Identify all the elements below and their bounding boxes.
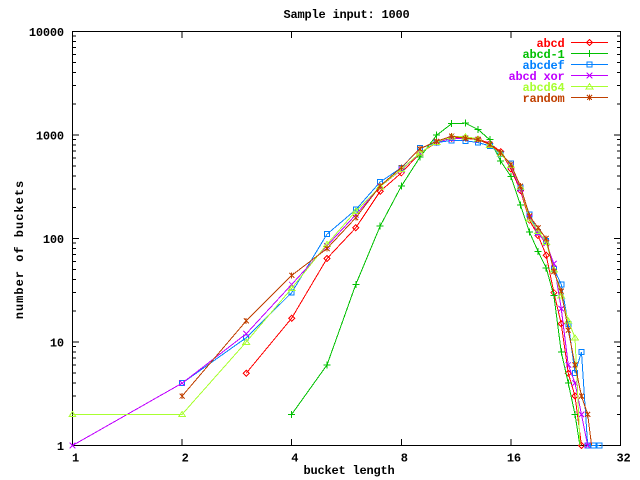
svg-text:8: 8 <box>401 452 408 466</box>
svg-text:32: 32 <box>616 452 630 466</box>
svg-text:10: 10 <box>50 337 64 351</box>
svg-text:1000: 1000 <box>36 130 64 144</box>
svg-text:bucket length: bucket length <box>303 464 394 478</box>
svg-text:2: 2 <box>182 452 189 466</box>
svg-text:random: random <box>522 92 564 106</box>
svg-text:Sample input: 1000: Sample input: 1000 <box>283 8 409 22</box>
svg-text:abcd64: abcd64 <box>522 81 564 95</box>
svg-text:abcd: abcd <box>536 37 564 51</box>
svg-text:10000: 10000 <box>29 26 64 40</box>
svg-text:1: 1 <box>72 452 79 466</box>
svg-text:abcd xor: abcd xor <box>508 70 564 84</box>
svg-text:abcd-1: abcd-1 <box>522 48 564 62</box>
svg-text:abcdef: abcdef <box>522 59 564 73</box>
svg-text:1: 1 <box>57 440 64 454</box>
svg-text:100: 100 <box>43 233 64 247</box>
svg-text:16: 16 <box>507 452 521 466</box>
svg-text:4: 4 <box>291 452 298 466</box>
svg-text:number of buckets: number of buckets <box>13 180 27 319</box>
